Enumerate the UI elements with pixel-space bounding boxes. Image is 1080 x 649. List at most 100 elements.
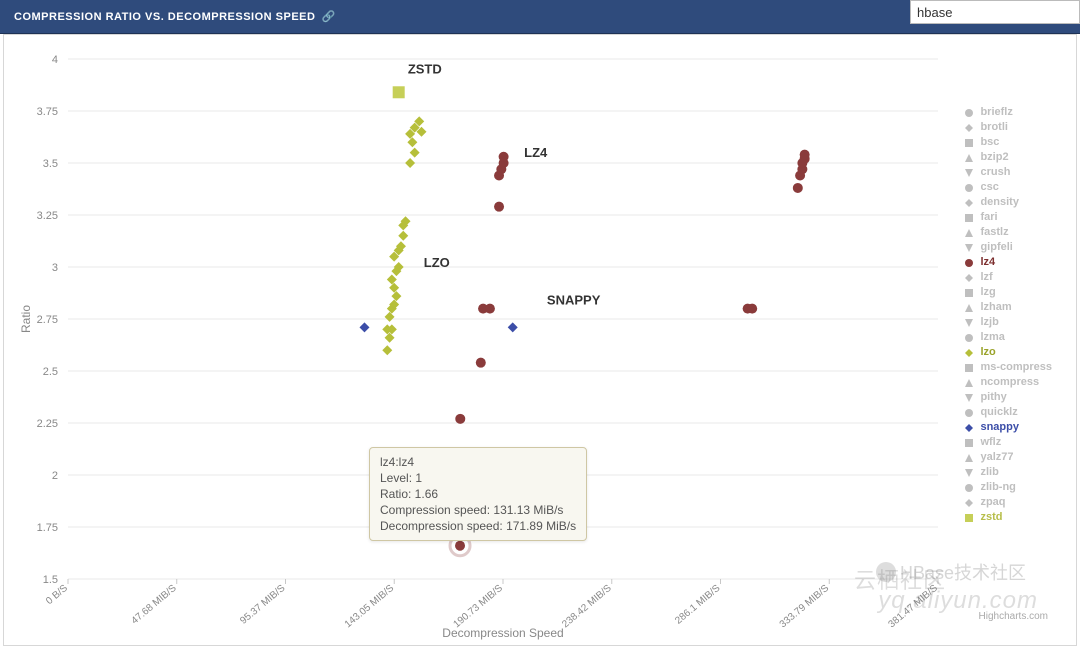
legend-symbol-wflz — [964, 438, 974, 448]
legend-item-lzham[interactable]: lzham — [964, 300, 1052, 315]
svg-text:2: 2 — [52, 470, 58, 482]
chart-panel: 1.51.7522.252.52.7533.253.53.7540 B/S47.… — [3, 34, 1077, 646]
legend-item-density[interactable]: density — [964, 195, 1052, 210]
legend-label-brotli: brotli — [980, 120, 1008, 135]
watermark-url: yq.aliyun.com — [878, 587, 1038, 615]
svg-text:333.79 MIB/S: 333.79 MIB/S — [778, 583, 832, 631]
legend-label-zpaq: zpaq — [980, 495, 1005, 510]
legend-symbol-zlib — [964, 468, 974, 478]
svg-text:95.37 MIB/S: 95.37 MIB/S — [238, 583, 287, 627]
legend-symbol-brotli — [964, 123, 974, 133]
tooltip-dspeed: Decompression speed: 171.89 MiB/s — [380, 518, 576, 534]
legend-label-density: density — [980, 195, 1019, 210]
legend-label-ms-compress: ms-compress — [980, 360, 1052, 375]
legend[interactable]: brieflzbrotlibscbzip2crushcscdensityfari… — [964, 105, 1052, 525]
legend-label-snappy: snappy — [980, 420, 1019, 435]
legend-label-lzham: lzham — [980, 300, 1011, 315]
legend-label-bsc: bsc — [980, 135, 999, 150]
permalink-icon[interactable]: 🔗 — [321, 10, 335, 23]
legend-item-snappy[interactable]: snappy — [964, 420, 1052, 435]
legend-item-bsc[interactable]: bsc — [964, 135, 1052, 150]
legend-symbol-brieflz — [964, 108, 974, 118]
tooltip-level: Level: 1 — [380, 470, 576, 486]
tooltip-cspeed: Compression speed: 131.13 MiB/s — [380, 502, 576, 518]
legend-symbol-lz4 — [964, 258, 974, 268]
legend-item-lzma[interactable]: lzma — [964, 330, 1052, 345]
svg-text:4: 4 — [52, 54, 58, 66]
svg-text:3: 3 — [52, 262, 58, 274]
svg-text:3.75: 3.75 — [37, 106, 58, 118]
svg-text:ZSTD: ZSTD — [408, 62, 442, 77]
svg-text:1.5: 1.5 — [43, 574, 58, 586]
legend-symbol-ncompress — [964, 378, 974, 388]
tooltip: lz4:lz4 Level: 1 Ratio: 1.66 Compression… — [369, 447, 587, 541]
legend-label-lz4: lz4 — [980, 255, 995, 270]
legend-label-gipfeli: gipfeli — [980, 240, 1012, 255]
legend-item-csc[interactable]: csc — [964, 180, 1052, 195]
legend-label-lzg: lzg — [980, 285, 995, 300]
legend-label-quicklz: quicklz — [980, 405, 1017, 420]
legend-item-lzg[interactable]: lzg — [964, 285, 1052, 300]
legend-label-lzo: lzo — [980, 345, 995, 360]
legend-symbol-zpaq — [964, 498, 974, 508]
legend-item-crush[interactable]: crush — [964, 165, 1052, 180]
legend-item-fastlz[interactable]: fastlz — [964, 225, 1052, 240]
legend-symbol-snappy — [964, 423, 974, 433]
legend-label-fastlz: fastlz — [980, 225, 1008, 240]
legend-label-zlib-ng: zlib-ng — [980, 480, 1015, 495]
legend-item-lz4[interactable]: lz4 — [964, 255, 1052, 270]
legend-item-lzf[interactable]: lzf — [964, 270, 1052, 285]
legend-symbol-csc — [964, 183, 974, 193]
legend-item-ncompress[interactable]: ncompress — [964, 375, 1052, 390]
svg-text:0 B/S: 0 B/S — [44, 583, 70, 607]
tooltip-series: lz4:lz4 — [380, 454, 576, 470]
legend-item-ms-compress[interactable]: ms-compress — [964, 360, 1052, 375]
svg-text:3.25: 3.25 — [37, 210, 58, 222]
legend-symbol-lzo — [964, 348, 974, 358]
legend-symbol-lzham — [964, 303, 974, 313]
legend-symbol-fari — [964, 213, 974, 223]
legend-label-brieflz: brieflz — [980, 105, 1012, 120]
legend-label-ncompress: ncompress — [980, 375, 1039, 390]
legend-symbol-yalz77 — [964, 453, 974, 463]
svg-text:143.05 MIB/S: 143.05 MIB/S — [343, 583, 397, 631]
legend-label-lzma: lzma — [980, 330, 1004, 345]
header-title: COMPRESSION RATIO VS. DECOMPRESSION SPEE… — [14, 11, 315, 23]
legend-item-zpaq[interactable]: zpaq — [964, 495, 1052, 510]
legend-item-zlib[interactable]: zlib — [964, 465, 1052, 480]
legend-symbol-ms-compress — [964, 363, 974, 373]
legend-label-zstd: zstd — [980, 510, 1002, 525]
legend-item-quicklz[interactable]: quicklz — [964, 405, 1052, 420]
legend-item-lzo[interactable]: lzo — [964, 345, 1052, 360]
legend-item-wflz[interactable]: wflz — [964, 435, 1052, 450]
legend-item-yalz77[interactable]: yalz77 — [964, 450, 1052, 465]
legend-item-zlib-ng[interactable]: zlib-ng — [964, 480, 1052, 495]
legend-symbol-pithy — [964, 393, 974, 403]
legend-item-fari[interactable]: fari — [964, 210, 1052, 225]
legend-label-bzip2: bzip2 — [980, 150, 1008, 165]
legend-item-lzjb[interactable]: lzjb — [964, 315, 1052, 330]
svg-text:Decompression Speed: Decompression Speed — [442, 626, 563, 640]
legend-label-lzf: lzf — [980, 270, 992, 285]
legend-symbol-zstd — [964, 513, 974, 523]
legend-label-zlib: zlib — [980, 465, 998, 480]
svg-text:1.75: 1.75 — [37, 522, 58, 534]
svg-text:190.73 MIB/S: 190.73 MIB/S — [451, 583, 505, 631]
legend-symbol-quicklz — [964, 408, 974, 418]
search-input[interactable] — [910, 0, 1080, 24]
chart-plot-area[interactable]: 1.51.7522.252.52.7533.253.53.7540 B/S47.… — [14, 45, 1066, 635]
legend-symbol-lzf — [964, 273, 974, 283]
legend-item-bzip2[interactable]: bzip2 — [964, 150, 1052, 165]
svg-text:2.25: 2.25 — [37, 418, 58, 430]
tooltip-ratio: Ratio: 1.66 — [380, 486, 576, 502]
legend-symbol-crush — [964, 168, 974, 178]
legend-item-brieflz[interactable]: brieflz — [964, 105, 1052, 120]
legend-item-brotli[interactable]: brotli — [964, 120, 1052, 135]
svg-text:2.5: 2.5 — [43, 366, 58, 378]
legend-symbol-density — [964, 198, 974, 208]
svg-text:LZO: LZO — [424, 255, 450, 270]
legend-item-gipfeli[interactable]: gipfeli — [964, 240, 1052, 255]
legend-item-zstd[interactable]: zstd — [964, 510, 1052, 525]
legend-item-pithy[interactable]: pithy — [964, 390, 1052, 405]
svg-text:LZ4: LZ4 — [524, 145, 548, 160]
